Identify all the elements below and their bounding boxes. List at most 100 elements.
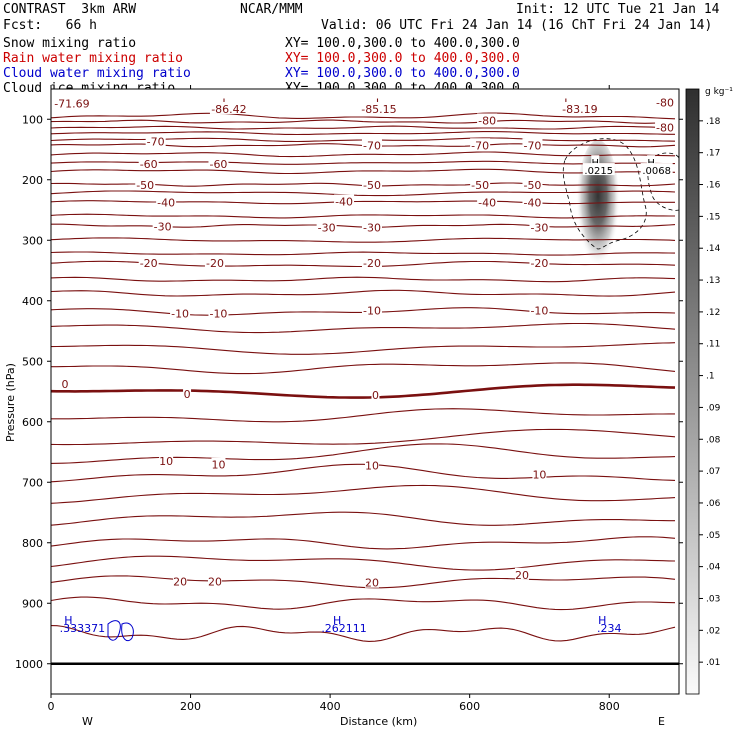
- cloud-water-label: .262111: [321, 622, 367, 635]
- colorbar-label: .18: [706, 117, 721, 127]
- contour-label-bg: [361, 303, 382, 316]
- contour-label: 10: [159, 455, 173, 468]
- contour-label-bg: [529, 220, 550, 233]
- east-label: E: [658, 715, 665, 728]
- colorbar-label: .01: [706, 658, 720, 668]
- contour-label-bg: [647, 155, 656, 168]
- isotherm-contour: [51, 555, 676, 571]
- contour-label: 10: [211, 459, 225, 472]
- contour-label: -20: [530, 257, 548, 270]
- y-tick-label: 900: [22, 597, 43, 610]
- contour-label-bg: [655, 95, 676, 108]
- colorbar-label: .02: [706, 626, 720, 636]
- cloud-ice-contour-east: [647, 152, 679, 211]
- contour-label: -70: [471, 139, 489, 152]
- contour-label-bg: [173, 574, 188, 587]
- center-title: NCAR/MMM: [240, 2, 303, 17]
- contour-label-bg: [208, 306, 229, 319]
- contour-label: -20: [140, 257, 158, 270]
- contour-label-bg: [582, 163, 615, 176]
- isotherm-contour: [51, 200, 675, 205]
- colorbar-label: .11: [706, 340, 720, 350]
- field-xy-cloud-water: XY= 100.0,300.0 to 400.0,300.0: [285, 66, 520, 81]
- contour-label: 10: [365, 459, 379, 472]
- field-name-snow: Snow mixing ratio: [3, 36, 137, 51]
- contour-label: 10: [532, 468, 546, 481]
- field-xy-snow: XY= 100.0,300.0 to 400.0,300.0: [285, 36, 520, 51]
- isotherm-contour: [51, 484, 676, 504]
- isotherm-contour: [51, 443, 676, 464]
- isotherm-contour: [51, 596, 676, 611]
- forecast-hour: Fcst: 66 h: [3, 18, 97, 33]
- contour-label: 20: [365, 577, 379, 590]
- isotherm-contour: [51, 119, 676, 124]
- isotherm-contour: [51, 151, 676, 158]
- colorbar-label: .05: [706, 531, 720, 541]
- contour-label: -50: [136, 179, 154, 192]
- contour-label: -70: [363, 139, 381, 152]
- contour-label-bg: [60, 377, 69, 390]
- contour-label-bg: [334, 194, 355, 207]
- contour-label-bg: [560, 101, 599, 114]
- contour-label-bg: [470, 178, 491, 191]
- contour-label: -50: [363, 179, 381, 192]
- y-tick-label: 700: [22, 476, 43, 489]
- contour-label-bg: [470, 138, 491, 151]
- isotherm-contour: [51, 428, 676, 446]
- isotherm-contour: [51, 383, 676, 399]
- isotherm-contour: [51, 131, 675, 136]
- contour-label: -20: [206, 257, 224, 270]
- contour-label: 20: [208, 575, 222, 588]
- contour-label: -80: [478, 114, 496, 127]
- contour-label-bg: [207, 574, 222, 587]
- field-name-cloud-water: Cloud water mixing ratio: [3, 66, 191, 81]
- contour-label: 0: [372, 389, 379, 402]
- colorbar-label: .08: [706, 435, 721, 445]
- cloud-ice-contour: [562, 138, 647, 250]
- isotherm-contour: [51, 213, 675, 219]
- isotherm-contour: [51, 276, 676, 283]
- contour-label-bg: [138, 157, 159, 170]
- contour-label-bg: [183, 386, 192, 399]
- contour-label-bg: [211, 457, 226, 470]
- contour-label: .0215: [584, 166, 613, 177]
- colorbar-label: .07: [706, 467, 720, 477]
- contour-label-bg: [515, 567, 529, 580]
- contour-label-bg: [359, 101, 398, 114]
- contour-label: -70: [147, 136, 165, 149]
- contour-label: 0: [184, 388, 191, 401]
- contour-label-bg: [209, 101, 248, 114]
- contour-label-bg: [532, 467, 547, 480]
- contour-label-bg: [529, 303, 550, 316]
- isotherm-contour: [51, 362, 676, 375]
- contour-label-bg: [135, 178, 156, 191]
- contour-label: -10: [209, 307, 227, 320]
- y-tick-label: 600: [22, 416, 43, 429]
- contour-label: -30: [318, 222, 336, 235]
- cloud-water-label: H: [64, 614, 72, 627]
- colorbar-label: .17: [706, 149, 720, 159]
- contour-label: -86.42: [211, 103, 246, 116]
- contour-label: -60: [140, 158, 158, 171]
- isotherm-contour: [51, 125, 675, 130]
- contour-label-bg: [655, 120, 676, 133]
- isotherm-contour: [51, 625, 676, 642]
- contour-label: -85.15: [361, 103, 396, 116]
- x-tick-label: 200: [180, 700, 201, 713]
- contour-label: 20: [515, 569, 529, 582]
- isotherm-contour: [51, 536, 676, 550]
- contour-label-bg: [138, 256, 159, 269]
- cloud-water-label: H: [333, 614, 341, 627]
- contour-label-bg: [591, 155, 600, 168]
- cloud-water-contour: [107, 620, 121, 641]
- x-tick-label: 400: [320, 700, 341, 713]
- contour-label-bg: [522, 138, 543, 151]
- contour-label-bg: [361, 178, 382, 191]
- colorbar-label: .03: [706, 594, 720, 604]
- colorbar-label: .12: [706, 308, 720, 318]
- contour-label-bg: [221, 95, 230, 108]
- contour-label: -30: [154, 220, 172, 233]
- contour-label-bg: [563, 95, 572, 108]
- contour-label: -83.19: [562, 103, 597, 116]
- contour-label: -50: [471, 179, 489, 192]
